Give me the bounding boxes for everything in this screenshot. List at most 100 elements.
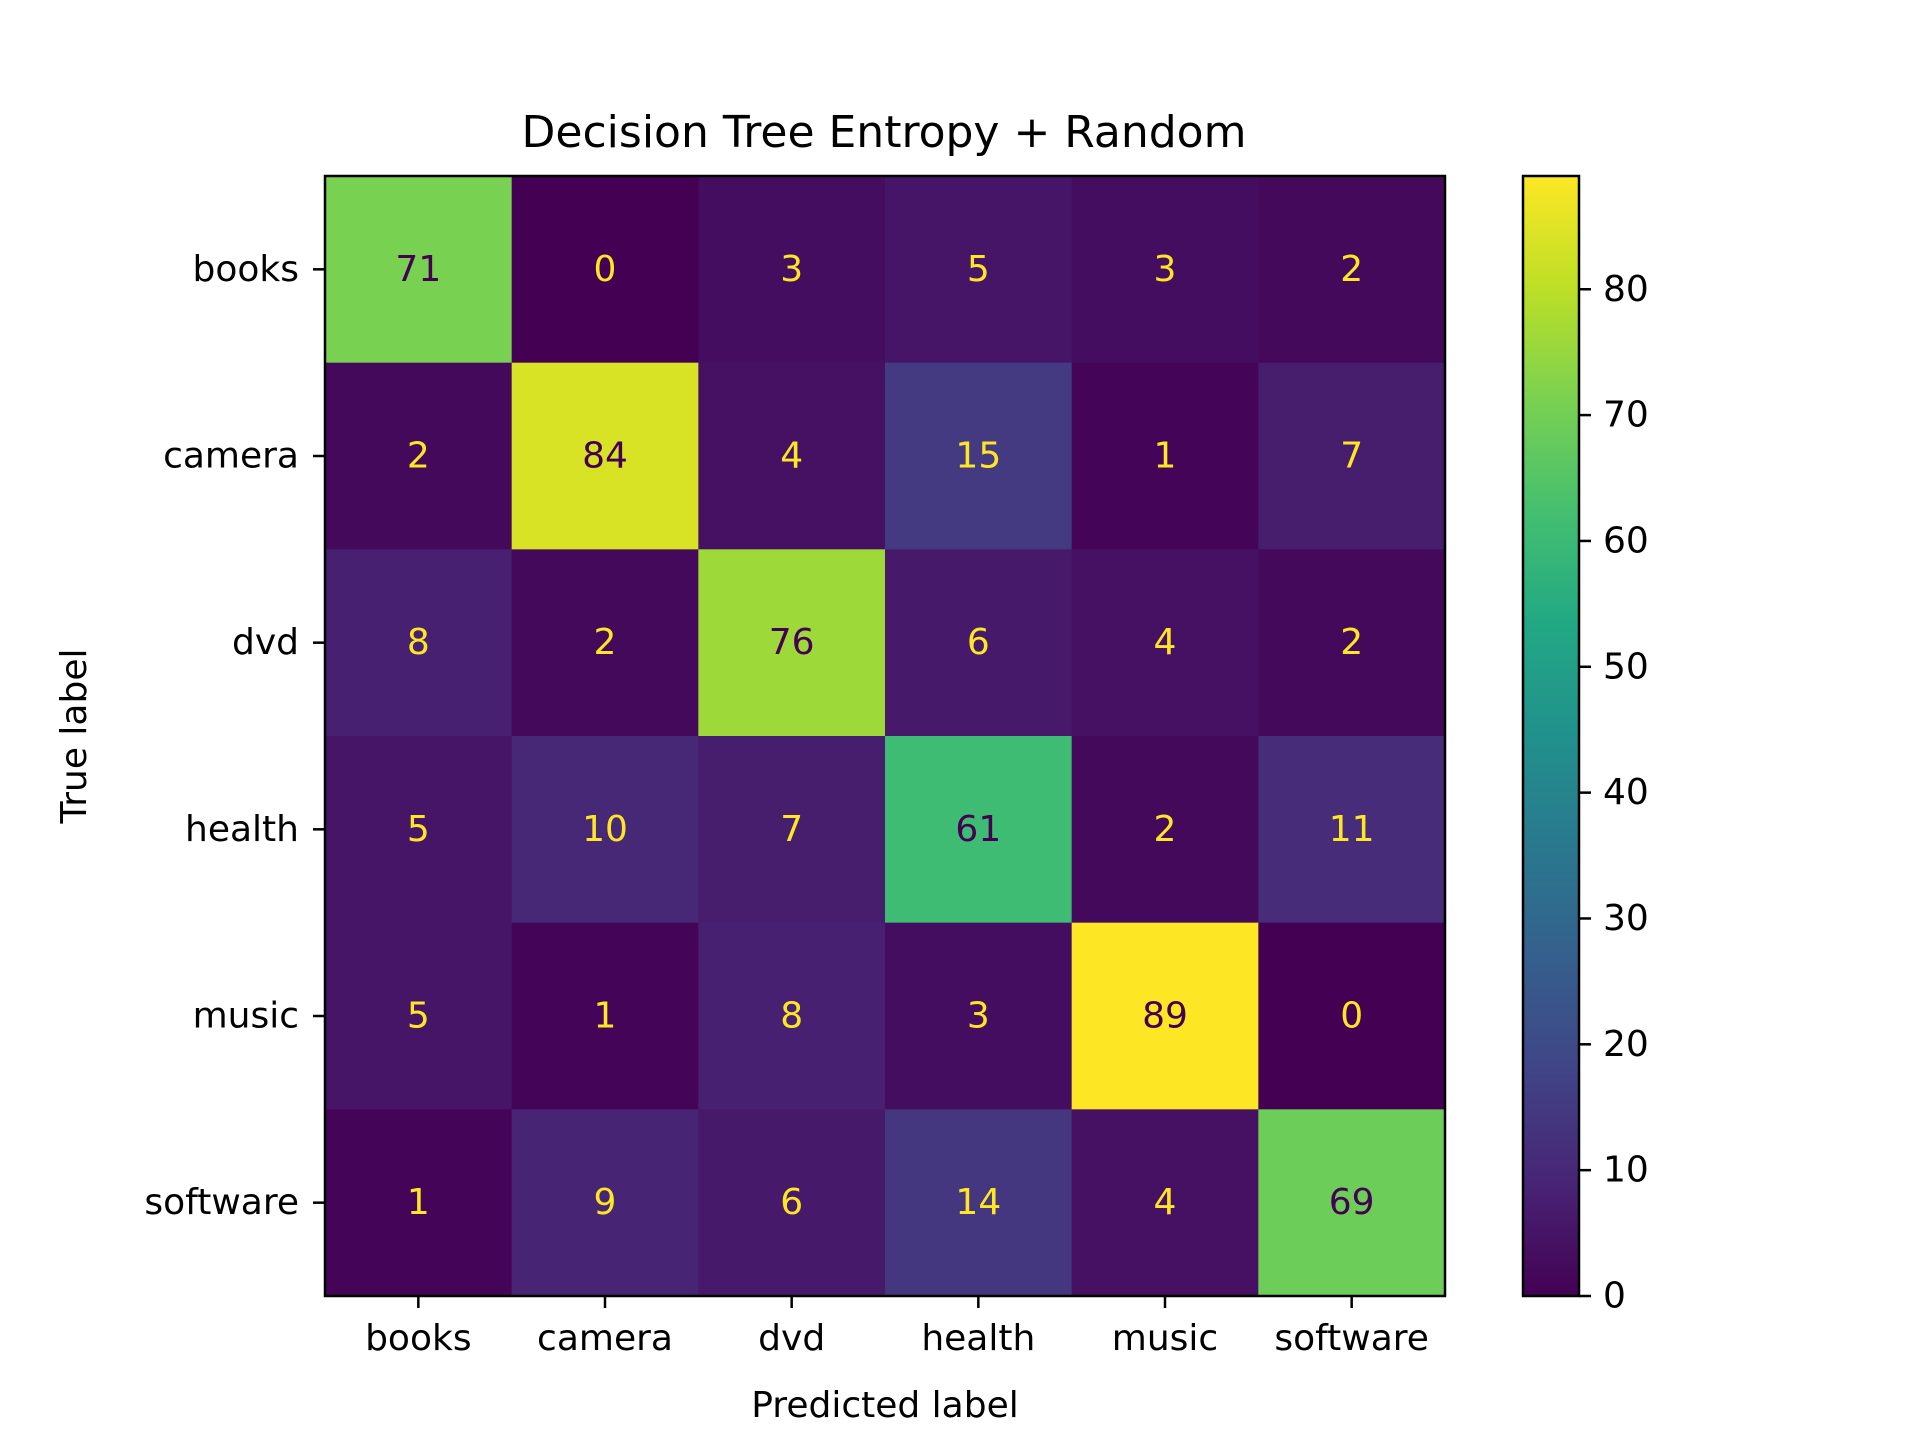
heatmap-cell: [325, 736, 513, 924]
y-tick-label: software: [144, 1182, 299, 1223]
cell-value-label: 1: [407, 1182, 430, 1223]
heatmap-cell: [1071, 176, 1259, 364]
heatmap-cell: [1258, 1109, 1446, 1297]
cell-value-label: 1: [594, 996, 617, 1037]
cell-value-label: 2: [1340, 622, 1363, 663]
cell-value-label: 2: [1340, 249, 1363, 290]
heatmap-cell: [1071, 736, 1259, 924]
cell-value-label: 89: [1142, 996, 1188, 1037]
heatmap-cell: [511, 549, 699, 737]
x-tick-label: camera: [537, 1318, 673, 1359]
cell-value-label: 3: [780, 249, 803, 290]
heatmap-cell: [1258, 922, 1446, 1110]
cell-value-label: 5: [407, 996, 430, 1037]
heatmap-cell: [511, 736, 699, 924]
colorbar: [1521, 174, 1581, 1298]
cell-value-label: 5: [407, 809, 430, 850]
heatmap-cell: [511, 362, 699, 550]
cell-value-label: 2: [407, 436, 430, 477]
y-axis-ticks: books camera dvd health music software: [144, 249, 325, 1223]
heatmap-cell: [885, 549, 1073, 737]
colorbar-tick-label: 20: [1603, 1024, 1649, 1065]
colorbar-tick-label: 30: [1603, 898, 1649, 939]
cell-value-label: 7: [780, 809, 803, 850]
colorbar-tick-label: 40: [1603, 772, 1649, 813]
heatmap-cell: [325, 1109, 513, 1297]
cell-value-label: 4: [780, 436, 803, 477]
cell-value-label: 11: [1329, 809, 1375, 850]
heatmap-cell: [698, 549, 886, 737]
cell-value-label: 3: [1154, 249, 1177, 290]
x-tick-label: software: [1274, 1318, 1429, 1359]
cell-value-label: 15: [955, 436, 1001, 477]
colorbar-tick-label: 70: [1603, 395, 1649, 436]
heatmap-cell: [698, 1109, 886, 1297]
heatmap-cell: [1071, 922, 1259, 1110]
heatmap-cell: [511, 922, 699, 1110]
cell-value-label: 9: [594, 1182, 617, 1223]
cell-value-label: 4: [1154, 1182, 1177, 1223]
cell-value-label: 8: [407, 622, 430, 663]
x-tick-label: music: [1112, 1318, 1218, 1359]
cell-value-label: 76: [769, 622, 815, 663]
colorbar-tick-label: 50: [1603, 646, 1649, 687]
cell-value-label: 2: [594, 622, 617, 663]
cell-value-label: 7: [1340, 436, 1363, 477]
cell-value-label: 0: [1340, 996, 1363, 1037]
colorbar-tick-label: 0: [1603, 1276, 1626, 1317]
y-tick-label: camera: [163, 436, 299, 477]
heatmap-cell: [698, 922, 886, 1110]
heatmap-cell: [325, 549, 513, 737]
heatmap-cell: [325, 176, 513, 364]
y-tick-label: music: [193, 996, 299, 1037]
cell-value-label: 3: [967, 996, 990, 1037]
heatmap-cell: [325, 922, 513, 1110]
heatmap-cell: [1071, 362, 1259, 550]
cell-value-label: 4: [1154, 622, 1177, 663]
heatmap-cell: [885, 736, 1073, 924]
heatmap-cell: [1071, 1109, 1259, 1297]
heatmap-cell: [698, 736, 886, 924]
heatmap-cell: [698, 176, 886, 364]
x-tick-label: health: [921, 1318, 1035, 1359]
cell-value-label: 6: [780, 1182, 803, 1223]
y-tick-label: dvd: [232, 622, 299, 663]
heatmap-cell: [1071, 549, 1259, 737]
heatmap-cell: [1258, 549, 1446, 737]
plot-frame: [323, 174, 1447, 1298]
heatmap-cell: [1258, 362, 1446, 550]
cell-value-label: 1: [1154, 436, 1177, 477]
y-axis-label: True label: [54, 649, 95, 825]
x-tick-label: books: [365, 1318, 472, 1359]
cell-value-label: 61: [955, 809, 1001, 850]
colorbar-tick-label: 80: [1603, 269, 1649, 310]
cell-value-label: 5: [967, 249, 990, 290]
heatmap-cell: [1258, 176, 1446, 364]
cell-value-label: 0: [594, 249, 617, 290]
heatmap-cell: [885, 176, 1073, 364]
cell-value-label: 14: [955, 1182, 1001, 1223]
cell-value-label: 2: [1154, 809, 1177, 850]
cell-value-label: 84: [582, 436, 628, 477]
heatmap-cell: [1258, 736, 1446, 924]
heatmap-cell: [885, 922, 1073, 1110]
cell-value-label: 10: [582, 809, 628, 850]
heatmap-cells: 71 0 3 5 3 2 2 84 4 15 1 7 8 2 76 6 4 2 5 10 7 61 2 11 5 1 8 3 89 0 1 9…: [325, 176, 1446, 1297]
cell-value-label: 6: [967, 622, 990, 663]
heatmap-cell: [885, 362, 1073, 550]
x-tick-label: dvd: [758, 1318, 825, 1359]
cell-value-label: 71: [395, 249, 441, 290]
colorbar-ticks: 0 10 20 30 40 50 60 70 80: [1579, 269, 1649, 1317]
colorbar-tick-label: 60: [1603, 520, 1649, 561]
chart-title: Decision Tree Entropy + Random: [522, 107, 1247, 158]
x-axis-label: Predicted label: [751, 1385, 1019, 1426]
colorbar-tick-label: 10: [1603, 1150, 1649, 1191]
heatmap-cell: [511, 176, 699, 364]
cell-value-label: 69: [1329, 1182, 1375, 1223]
heatmap-cell: [698, 362, 886, 550]
heatmap-cell: [885, 1109, 1073, 1297]
cell-value-label: 8: [780, 996, 803, 1037]
y-tick-label: health: [185, 809, 299, 850]
x-axis-ticks: books camera dvd health music software: [365, 1296, 1429, 1359]
